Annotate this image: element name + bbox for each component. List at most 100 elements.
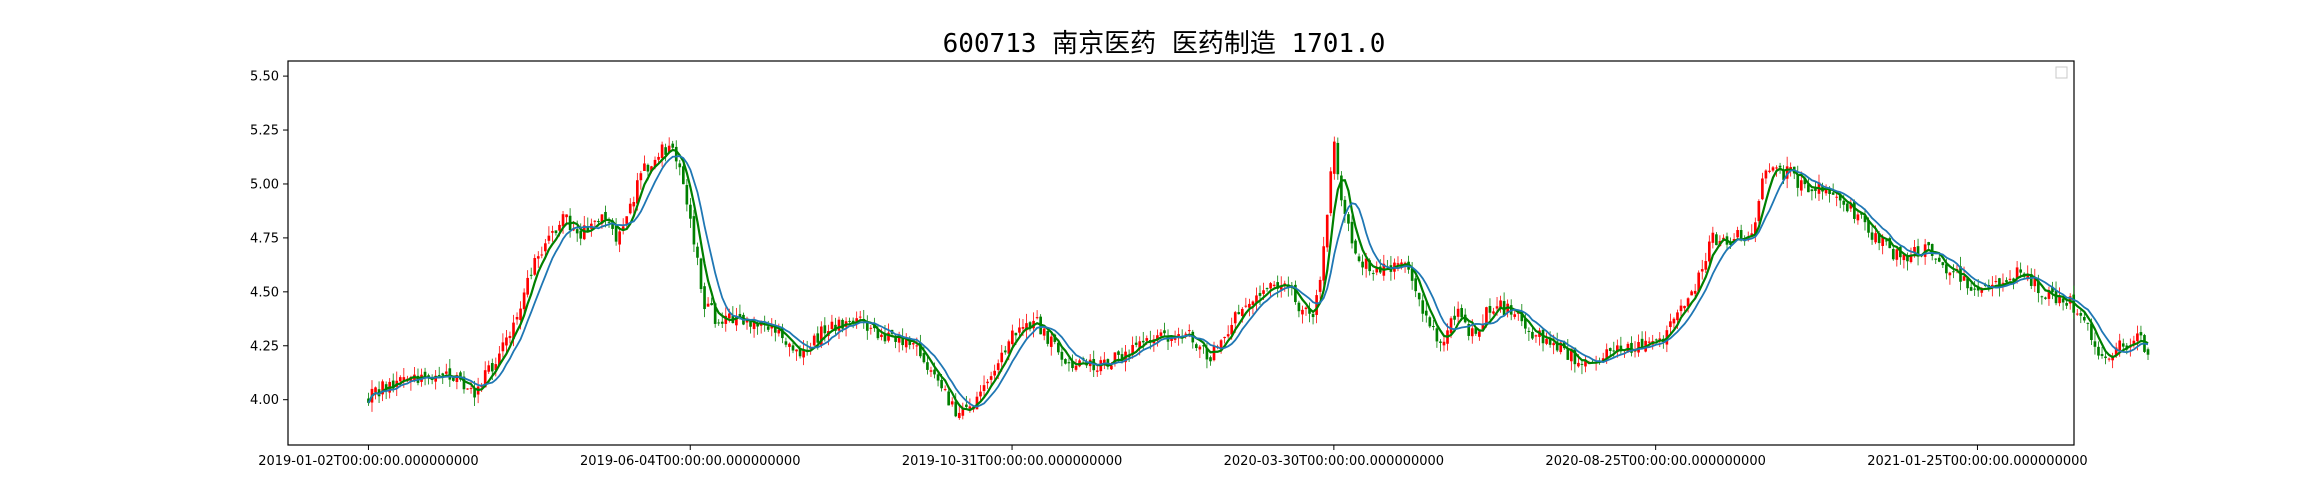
- candle-body: [1329, 171, 1332, 213]
- candle-body: [2019, 269, 2022, 272]
- candle-body: [1811, 189, 1814, 191]
- candle-body: [1234, 312, 1237, 323]
- candle-body: [448, 368, 451, 379]
- candle-body: [1938, 258, 1941, 262]
- candle-body: [1018, 327, 1021, 332]
- candle-body: [1704, 261, 1707, 270]
- candle-body: [597, 221, 600, 222]
- candle-body: [1432, 326, 1435, 327]
- candle-body: [990, 376, 993, 380]
- candle-body: [1337, 143, 1340, 174]
- candle-body: [2108, 359, 2111, 360]
- candle-body: [1043, 328, 1046, 335]
- candle-body: [707, 304, 710, 307]
- candle-body: [1931, 244, 1934, 256]
- candle-body: [1068, 362, 1071, 363]
- candle-body: [1676, 312, 1679, 320]
- candle-body: [1305, 308, 1308, 309]
- candle-body: [1581, 364, 1584, 365]
- candle-body: [1142, 341, 1145, 343]
- candle-body: [933, 370, 936, 375]
- candle-body: [473, 389, 476, 398]
- candle-body: [965, 405, 968, 407]
- candle-body: [2065, 303, 2068, 306]
- candle-body: [700, 259, 703, 289]
- x-tick-label: 2019-10-31T00:00:00.000000000: [902, 454, 1122, 469]
- candle-body: [618, 231, 621, 244]
- candle-body: [1853, 202, 1856, 219]
- candle-body: [923, 353, 926, 362]
- candle-body: [1135, 343, 1138, 345]
- candle-body: [1011, 331, 1014, 345]
- candle-body: [1241, 309, 1244, 316]
- candle-body: [1874, 233, 1877, 242]
- candle-body: [1457, 309, 1460, 317]
- candle-body: [993, 371, 996, 376]
- y-tick-label: 4.25: [250, 339, 279, 354]
- candle-body: [1963, 276, 1966, 280]
- x-tick-label: 2020-03-30T00:00:00.000000000: [1224, 454, 1444, 469]
- candle-body: [1531, 332, 1534, 339]
- candle-body: [1941, 262, 1944, 265]
- candle-body: [1298, 303, 1301, 311]
- candle-body: [516, 317, 519, 319]
- candle-body: [1245, 306, 1248, 307]
- candle-body: [632, 202, 635, 206]
- candle-body: [1223, 337, 1226, 338]
- candle-body: [2079, 313, 2082, 316]
- candle-body: [710, 303, 713, 305]
- candle-body: [1796, 174, 1799, 188]
- candle-body: [1761, 178, 1764, 199]
- x-tick-label: 2021-01-25T00:00:00.000000000: [1867, 454, 2087, 469]
- candle-body: [629, 204, 632, 214]
- candle-body: [399, 377, 402, 381]
- candle-body: [1188, 330, 1191, 331]
- candle-body: [682, 166, 685, 184]
- candle-body: [533, 258, 536, 275]
- candle-body: [1259, 293, 1262, 296]
- candle-body: [1322, 246, 1325, 280]
- candle-body: [1050, 337, 1053, 347]
- candle-body: [491, 363, 494, 371]
- candle-body: [1779, 166, 1782, 168]
- candle-body: [643, 163, 646, 171]
- candle-body: [2101, 354, 2104, 356]
- candle-body: [986, 382, 989, 383]
- candle-body: [1421, 300, 1424, 313]
- candle-body: [1269, 283, 1272, 288]
- candle-body: [576, 229, 579, 233]
- candle-body: [693, 216, 696, 244]
- candle-body: [608, 222, 611, 223]
- candle-body: [951, 401, 954, 404]
- candle-body: [625, 216, 628, 224]
- candle-body: [792, 345, 795, 350]
- candle-body: [848, 321, 851, 322]
- candle-body: [1319, 280, 1322, 292]
- candle-body: [1701, 269, 1704, 271]
- candle-body: [1425, 311, 1428, 316]
- candle-body: [1177, 334, 1180, 336]
- candle-body: [1669, 321, 1672, 327]
- candle-body: [615, 226, 618, 242]
- candle-body: [1340, 176, 1343, 201]
- candle-body: [2147, 349, 2150, 354]
- candle-body: [1117, 351, 1120, 355]
- candle-body: [767, 326, 770, 329]
- candle-body: [537, 256, 540, 258]
- candle-body: [944, 389, 947, 390]
- candle-body: [1351, 222, 1354, 244]
- candle-body: [1439, 341, 1442, 342]
- candle-body: [926, 362, 929, 370]
- x-tick-label: 2020-08-25T00:00:00.000000000: [1545, 454, 1765, 469]
- candle-body: [1358, 256, 1361, 261]
- candle-body: [1492, 311, 1495, 313]
- candle-body: [1712, 233, 1715, 243]
- candle-body: [1690, 291, 1693, 295]
- ma-short-line: [368, 150, 2148, 410]
- candle-body: [979, 392, 982, 397]
- candle-body: [530, 275, 533, 276]
- candle-body: [671, 144, 674, 148]
- candle-body: [958, 413, 961, 418]
- candle-body: [1832, 192, 1835, 194]
- candle-body: [1227, 334, 1230, 336]
